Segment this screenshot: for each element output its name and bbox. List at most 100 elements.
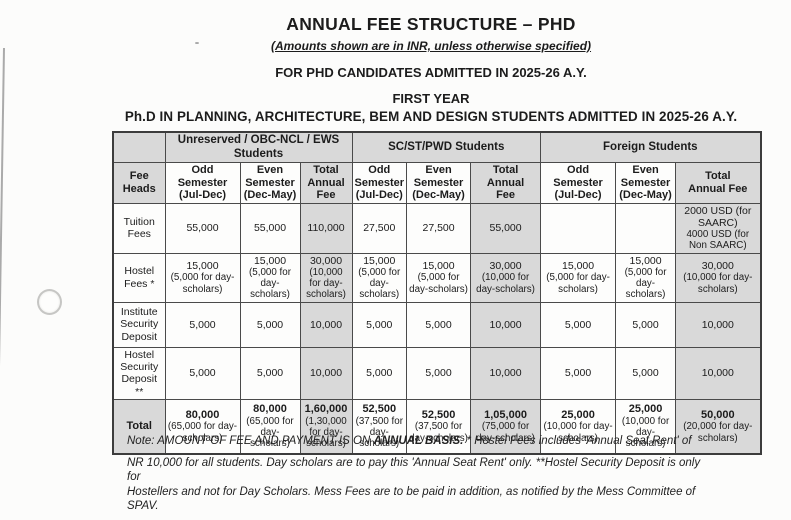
- fee-cell-line: 5,000: [425, 318, 452, 331]
- fee-cell-line: 80,000: [185, 408, 220, 421]
- fee-row-label-4: Total: [112, 399, 166, 455]
- fee-cell-line: 5,000: [189, 367, 216, 380]
- fee-row-label-0: Tuition Fees: [112, 203, 166, 254]
- fee-cell-line: 10,000: [309, 367, 343, 380]
- fee-cell-line: 110,000: [307, 222, 345, 235]
- column-header-g2-1: Even Semester (Dec-May): [615, 162, 677, 205]
- page-title: ANNUAL FEE STRUCTURE – PHD: [286, 14, 576, 34]
- note-paragraph: NR 10,000 for all students. Day scholars…: [127, 456, 701, 513]
- fee-row-1: Hostel Fees * 15,000 (5,000 for day-schola…: [112, 252, 762, 303]
- fee-cell-r1-c5: 30,000 (10,000 for day-scholars): [470, 252, 542, 303]
- fee-cell-r2-c2: 10,000: [299, 301, 353, 348]
- fee-cell-line: (10,000 for day-scholars): [476, 272, 535, 295]
- fee-cell-line: 5,000: [256, 367, 284, 380]
- fee-row-0: Tuition Fees 55,000 55,000 110,000 27,500 27,…: [112, 203, 762, 254]
- fee-cell-line: 2000 USD (for SAARC): [684, 205, 752, 230]
- fee-cell-line: 52,500: [421, 408, 456, 421]
- fee-cell-line: 25,000: [561, 408, 595, 421]
- fee-cell-r0-c1: 55,000: [239, 203, 301, 254]
- fee-cell-r2-c5: 10,000: [470, 301, 542, 348]
- fee-cell-r0-c7: [615, 203, 677, 254]
- fee-cell-line: (5,000 for day-scholars): [624, 266, 667, 301]
- fee-cell-line: 5,000: [632, 367, 659, 380]
- group-header-0: Unreserved / OBC-NCL / EWS Students: [164, 131, 353, 164]
- fee-row-4: Total 80,000 (65,000 for day-scholars) 80,0…: [112, 399, 762, 455]
- fee-cell-line: (75,000 for day-scholars): [476, 421, 535, 444]
- fee-cell-line: 30,000: [489, 260, 522, 273]
- fee-cell-r4-c2: 1,60,000 (1,30,000 for day-scholars): [299, 399, 353, 455]
- fee-cell-r4-c3: 52,500 (37,500 for day-scholars): [351, 399, 408, 455]
- column-header-g2-0: Odd Semester (Jul-Dec): [540, 162, 617, 205]
- fee-cell-line: 55,000: [489, 222, 522, 235]
- fee-cell-line: (65,000 for day-scholars): [246, 415, 294, 450]
- group-header-2: Foreign Students: [540, 131, 762, 164]
- note-text-suffix: * Hostel Fees includes 'Annual Seat Rent…: [463, 435, 692, 447]
- fee-cell-r1-c2: 30,000 (10,000 for day-scholars): [299, 252, 353, 303]
- fee-cell-r3-c4: 5,000: [406, 346, 472, 401]
- fee-cell-line: 5,000: [189, 318, 216, 331]
- fee-cell-line: (5,000 for day-scholars): [249, 266, 291, 301]
- fee-cell-r2-c1: 5,000: [239, 301, 301, 348]
- fee-cell-line: (10,000 for day-scholars): [543, 421, 613, 444]
- fee-cell-line: 15,000: [422, 260, 455, 273]
- fee-cell-r1-c7: 15,000 (5,000 for day-scholars): [615, 252, 677, 303]
- fee-cell-line: 30,000: [701, 260, 734, 273]
- fee-cell-r0-c2: 110,000: [299, 203, 353, 254]
- fee-cell-line: 55,000: [253, 222, 287, 235]
- column-header-g0-2: Total Annual Fee: [299, 162, 353, 205]
- fee-cell-r0-c4: 27,500: [406, 203, 472, 254]
- fee-cell-r1-c8: 30,000 (10,000 for day-scholars): [675, 252, 762, 303]
- fee-cell-line: (20,000 for day-scholars): [683, 421, 753, 444]
- fee-cell-line: 30,000: [309, 254, 343, 267]
- fee-cell-line: 27,500: [363, 222, 396, 235]
- currency-note-line: (Amounts shown are in INR, unless otherw…: [270, 39, 592, 53]
- document-header: ANNUAL FEE STRUCTURE – PHD (Amounts show…: [95, 0, 767, 124]
- fee-cell-line: 10,000: [489, 367, 522, 380]
- notes-section: Note: AMOUNT OF FEE AND PAYMENT IS ON AN…: [127, 434, 705, 514]
- fee-cell-r2-c8: 10,000: [675, 301, 762, 348]
- fee-cell-r3-c8: 10,000: [675, 346, 762, 401]
- punch-hole: [37, 289, 62, 315]
- fee-cell-r3-c3: 5,000: [351, 346, 408, 401]
- fee-cell-r0-c8: 2000 USD (for SAARC) 4000 USD (for Non SA…: [675, 203, 762, 254]
- fee-cell-line: 1,05,000: [484, 408, 527, 421]
- fee-cell-r2-c4: 5,000: [406, 301, 472, 348]
- fee-cell-line: (5,000 for day-scholars): [358, 266, 401, 301]
- first-year-line: FIRST YEAR: [392, 91, 470, 106]
- fee-cell-line: 10,000: [701, 367, 734, 380]
- fee-cell-line: 5,000: [425, 367, 452, 380]
- fee-cell-line: 80,000: [253, 403, 287, 416]
- fee-row-label-1: Hostel Fees *: [112, 252, 166, 303]
- note-text-prefix: Note: AMOUNT OF FEE AND PAYMENT IS ON: [127, 435, 374, 447]
- note-line: Note: AMOUNT OF FEE AND PAYMENT IS ON AN…: [127, 434, 705, 449]
- scan-page-edge-line: [0, 48, 5, 520]
- fee-cell-line: 5,000: [564, 318, 592, 331]
- fee-cell-line: 52,500: [362, 403, 397, 416]
- fee-cell-r3-c7: 5,000: [615, 346, 677, 401]
- fee-cell-r4-c4: 52,500 (37,500 for day-scholars): [406, 399, 472, 455]
- fee-cell-line: (10,000 for day-scholars): [621, 415, 670, 450]
- fee-cell-line: 5,000: [366, 367, 393, 380]
- fee-row-label-3: Hostel Security Deposit **: [112, 346, 166, 401]
- program-line: Ph.D IN PLANNING, ARCHITECTURE, BEM AND …: [124, 109, 738, 124]
- fee-cell-r3-c2: 10,000: [299, 346, 353, 401]
- fee-cell-r1-c0: 15,000 (5,000 for day-scholars): [164, 252, 241, 303]
- fee-cell-line: (65,000 for day-scholars): [167, 421, 238, 444]
- fee-cell-line: 25,000: [628, 403, 663, 416]
- fee-cell-line: 15,000: [363, 254, 396, 267]
- fee-cell-r0-c0: 55,000: [164, 203, 241, 254]
- fee-cell-r2-c7: 5,000: [615, 301, 677, 348]
- admitted-line: FOR PHD CANDIDATES ADMITTED IN 2025-26 A…: [275, 65, 587, 80]
- fee-cell-line: 50,000: [700, 408, 735, 421]
- fee-cell-r3-c6: 5,000: [540, 346, 617, 401]
- fee-cell-r1-c4: 15,000 (5,000 for day-scholars): [406, 252, 472, 303]
- fee-cell-line: 55,000: [186, 222, 219, 235]
- fee-cell-line: 10,000: [701, 318, 734, 331]
- fee-cell-r1-c6: 15,000 (5,000 for day-scholars): [540, 252, 617, 303]
- fee-table-corner-cell: [112, 131, 166, 164]
- fee-cell-line: (5,000 for day-scholars): [546, 272, 610, 295]
- fee-cell-line: 10,000: [309, 318, 343, 331]
- fee-cell-line: 15,000: [253, 254, 287, 267]
- fee-cell-line: (37,500 for day-scholars): [355, 415, 403, 450]
- column-header-g1-1: Even Semester (Dec-May): [406, 162, 472, 205]
